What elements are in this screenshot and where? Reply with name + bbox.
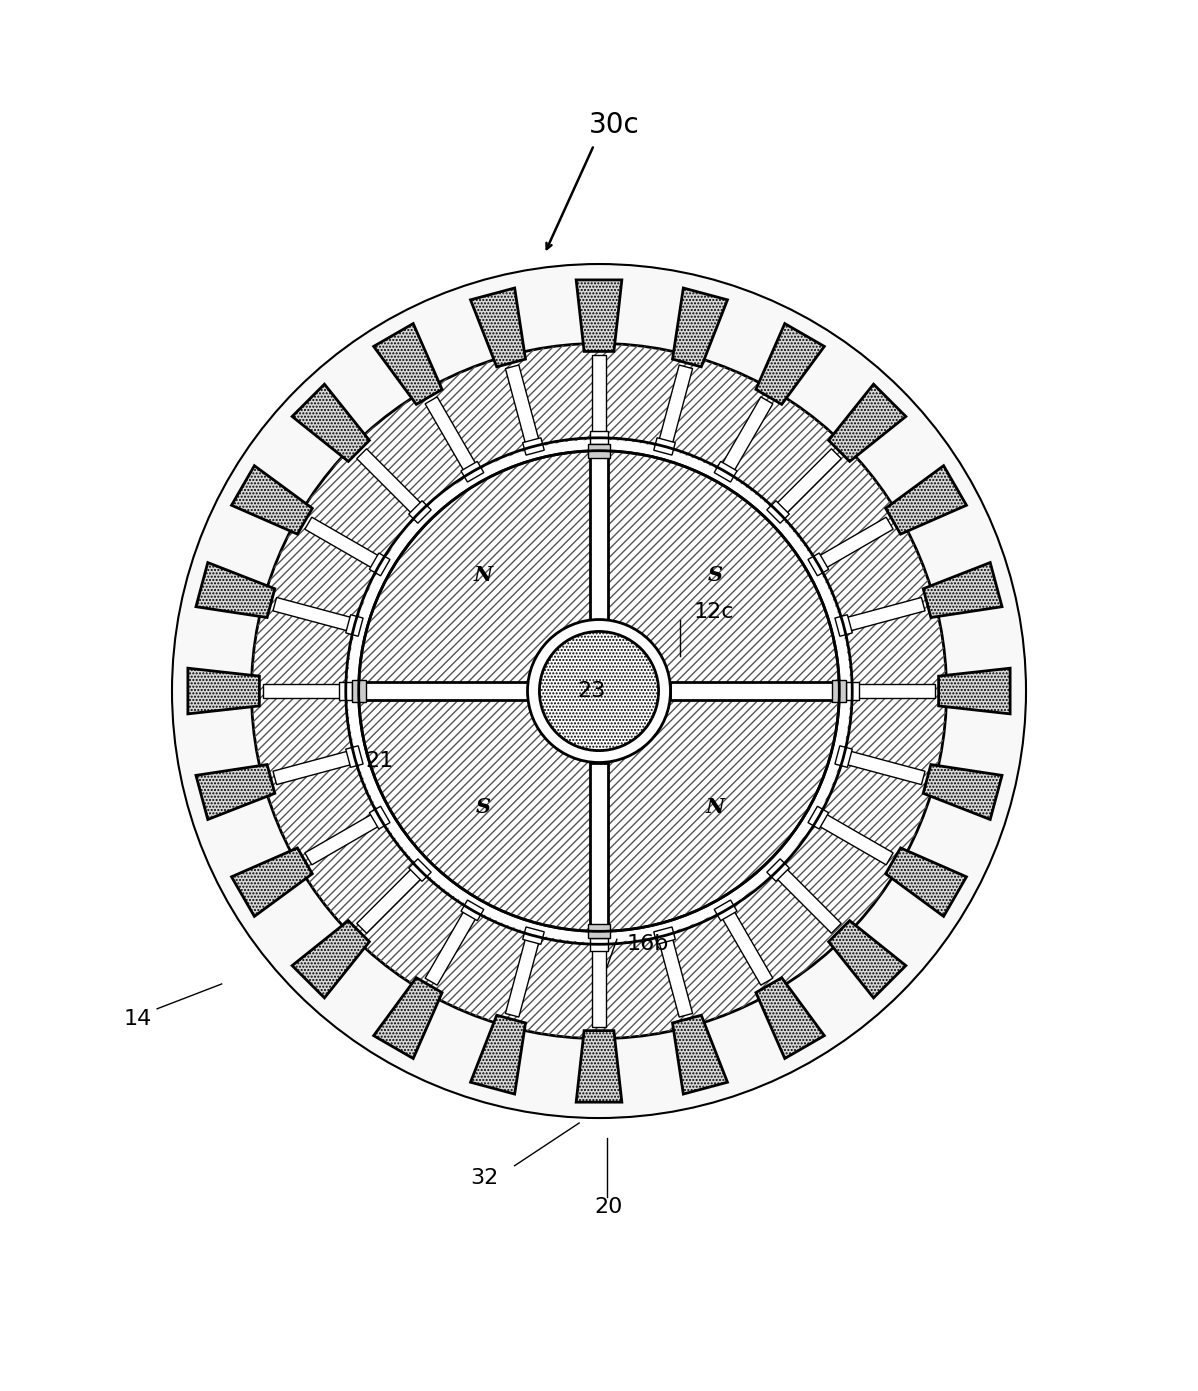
- Text: S: S: [707, 565, 722, 586]
- Polygon shape: [815, 517, 894, 570]
- Polygon shape: [358, 682, 527, 701]
- Polygon shape: [833, 680, 846, 702]
- Polygon shape: [588, 925, 610, 939]
- Polygon shape: [589, 938, 609, 950]
- Polygon shape: [756, 324, 824, 405]
- Polygon shape: [592, 944, 606, 1027]
- Polygon shape: [589, 451, 609, 619]
- Polygon shape: [352, 680, 365, 702]
- Polygon shape: [835, 746, 852, 768]
- Text: N: N: [473, 565, 492, 586]
- Polygon shape: [196, 562, 274, 618]
- Polygon shape: [231, 466, 313, 534]
- Polygon shape: [815, 811, 894, 865]
- Circle shape: [252, 344, 946, 1039]
- Circle shape: [358, 451, 840, 932]
- Text: S: S: [476, 797, 491, 817]
- Polygon shape: [357, 449, 425, 517]
- Polygon shape: [346, 746, 363, 768]
- Polygon shape: [846, 682, 859, 701]
- Text: 21: 21: [365, 751, 394, 771]
- Polygon shape: [924, 562, 1002, 618]
- Polygon shape: [773, 865, 841, 933]
- Polygon shape: [829, 921, 906, 997]
- Polygon shape: [672, 1015, 727, 1095]
- Polygon shape: [369, 807, 391, 829]
- Polygon shape: [842, 598, 925, 632]
- Polygon shape: [304, 811, 383, 865]
- Text: N: N: [706, 797, 725, 817]
- Polygon shape: [829, 384, 906, 462]
- Polygon shape: [756, 978, 824, 1059]
- Polygon shape: [369, 554, 391, 576]
- Polygon shape: [522, 438, 544, 455]
- Polygon shape: [807, 554, 829, 576]
- Polygon shape: [576, 1031, 622, 1102]
- Polygon shape: [654, 438, 676, 455]
- Polygon shape: [471, 1015, 526, 1095]
- Polygon shape: [506, 933, 540, 1017]
- Text: 16b: 16b: [627, 935, 670, 954]
- Polygon shape: [852, 684, 934, 698]
- Polygon shape: [425, 396, 478, 476]
- Polygon shape: [471, 288, 526, 367]
- Polygon shape: [425, 907, 478, 985]
- Polygon shape: [409, 501, 431, 523]
- Text: 20: 20: [594, 1198, 623, 1217]
- Polygon shape: [346, 615, 363, 636]
- Polygon shape: [589, 762, 609, 932]
- Circle shape: [347, 440, 851, 942]
- Polygon shape: [374, 324, 442, 405]
- Circle shape: [173, 264, 1025, 1118]
- Polygon shape: [339, 682, 352, 701]
- Circle shape: [527, 619, 671, 762]
- Polygon shape: [264, 684, 346, 698]
- Polygon shape: [658, 364, 692, 448]
- Polygon shape: [588, 444, 610, 458]
- Polygon shape: [409, 858, 431, 882]
- Polygon shape: [767, 501, 789, 523]
- Polygon shape: [374, 978, 442, 1059]
- Polygon shape: [767, 858, 789, 882]
- Polygon shape: [357, 865, 425, 933]
- Polygon shape: [461, 462, 484, 483]
- Polygon shape: [292, 384, 369, 462]
- Polygon shape: [592, 355, 606, 438]
- Polygon shape: [807, 807, 829, 829]
- Text: 32: 32: [471, 1167, 498, 1188]
- Polygon shape: [188, 668, 260, 714]
- Polygon shape: [522, 926, 544, 944]
- Polygon shape: [231, 849, 313, 917]
- Text: 30c: 30c: [588, 111, 640, 139]
- Polygon shape: [720, 396, 773, 476]
- Text: 12c: 12c: [694, 601, 734, 622]
- Polygon shape: [576, 280, 622, 352]
- Polygon shape: [672, 288, 727, 367]
- Polygon shape: [835, 615, 852, 636]
- Polygon shape: [924, 765, 1002, 819]
- Polygon shape: [506, 364, 540, 448]
- Polygon shape: [273, 750, 356, 785]
- Polygon shape: [658, 933, 692, 1017]
- Text: 14: 14: [123, 1008, 151, 1029]
- Polygon shape: [273, 598, 356, 632]
- Polygon shape: [885, 466, 967, 534]
- Polygon shape: [714, 462, 737, 483]
- Polygon shape: [714, 900, 737, 921]
- Polygon shape: [589, 431, 609, 444]
- Polygon shape: [671, 682, 840, 701]
- Polygon shape: [461, 900, 484, 921]
- Polygon shape: [196, 765, 274, 819]
- Polygon shape: [938, 668, 1010, 714]
- Circle shape: [539, 632, 659, 751]
- Polygon shape: [292, 921, 369, 997]
- Polygon shape: [654, 926, 676, 944]
- Polygon shape: [842, 750, 925, 785]
- Polygon shape: [720, 907, 773, 985]
- Polygon shape: [304, 517, 383, 570]
- Text: 23: 23: [577, 682, 605, 701]
- Polygon shape: [885, 849, 967, 917]
- Polygon shape: [773, 449, 841, 517]
